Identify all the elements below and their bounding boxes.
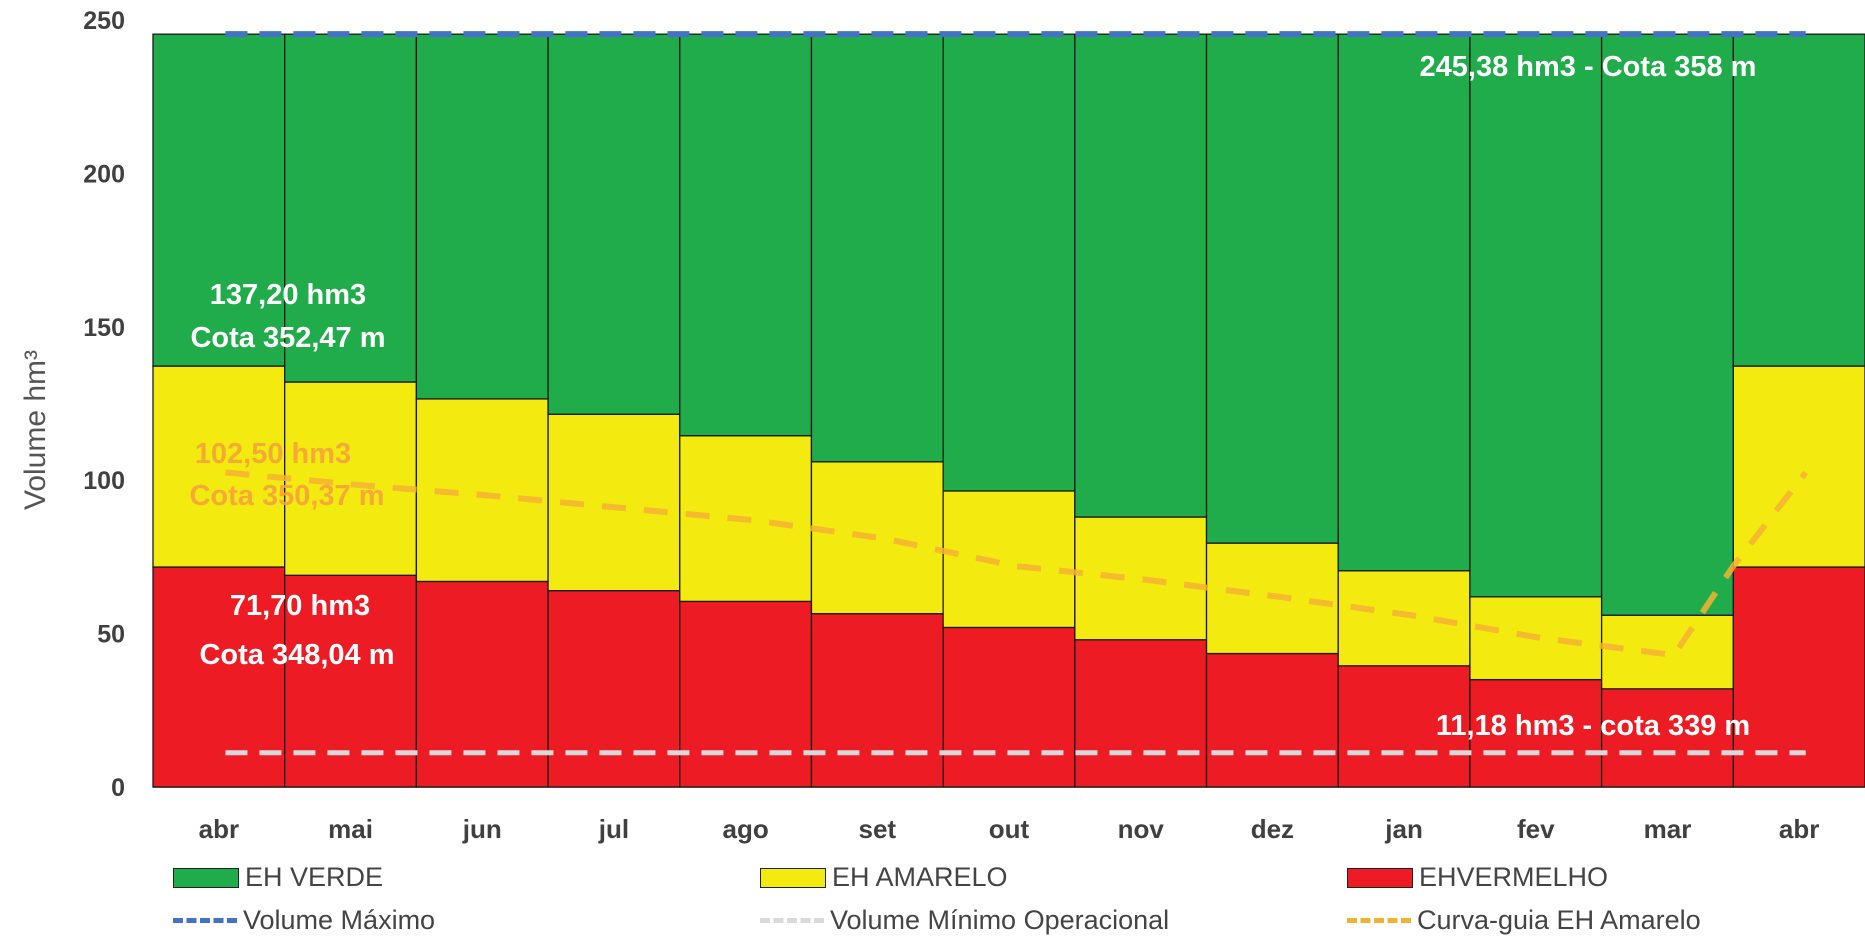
bar-eh-amarelo-11 xyxy=(1600,614,1734,690)
legend-label-amarelo: EH AMARELO xyxy=(832,862,1008,892)
bar-eh-verde-11 xyxy=(1600,33,1734,616)
bar-eh-verde-3 xyxy=(547,33,681,415)
bar-eh-verde-2 xyxy=(415,33,549,400)
annotation-yellow-1: 102,50 hm3 xyxy=(195,438,351,470)
annotation-max: 245,38 hm3 - Cota 358 m xyxy=(1420,51,1757,83)
legend-swatch-red xyxy=(1347,867,1413,888)
bars-group xyxy=(152,33,1865,788)
bar-ehvermelho-11 xyxy=(1600,688,1734,788)
x-ticks-group: abr mai jun jul ago set out nov dez jan fev mar abr xyxy=(199,814,1820,844)
x-tick-fev-10: fev xyxy=(1517,814,1555,844)
bar-eh-amarelo-9 xyxy=(1337,570,1471,667)
legend-item-volume-minimo: Volume Mínimo Operacional xyxy=(760,905,1169,936)
bar-eh-verde-8 xyxy=(1205,33,1339,544)
legend-item-verde: EH VERDE xyxy=(173,862,383,893)
bar-eh-verde-4 xyxy=(679,33,813,437)
legend-swatch-min-line xyxy=(760,918,824,923)
annotations-group: 245,38 hm3 - Cota 358 m 137,20 hm3 Cota … xyxy=(189,51,1756,742)
x-tick-mar-11: mar xyxy=(1644,814,1692,844)
legend-swatch-guide-line xyxy=(1347,918,1411,923)
bar-ehvermelho-3 xyxy=(547,589,681,788)
legend-label-verde: EH VERDE xyxy=(245,862,384,892)
bar-eh-amarelo-6 xyxy=(942,490,1076,629)
annotation-red-2: Cota 348,04 m xyxy=(199,639,394,671)
bar-eh-verde-5 xyxy=(810,33,944,463)
legend-swatch-green xyxy=(173,867,239,888)
annotation-yellow-2: Cota 350,37 m xyxy=(189,480,384,512)
x-tick-jan-9: jan xyxy=(1384,814,1423,844)
y-tick-150: 150 xyxy=(83,314,125,342)
bar-eh-verde-9 xyxy=(1337,33,1471,572)
bar-eh-amarelo-7 xyxy=(1074,516,1208,641)
bar-ehvermelho-4 xyxy=(679,600,813,788)
legend-item-volume-maximo: Volume Máximo xyxy=(173,905,435,936)
bar-eh-verde-7 xyxy=(1074,33,1208,518)
legend-item-amarelo: EH AMARELO xyxy=(760,862,1008,893)
bar-ehvermelho-1 xyxy=(284,574,418,788)
x-tick-ago-4: ago xyxy=(722,814,768,844)
bar-eh-verde-6 xyxy=(942,33,1076,492)
legend-swatch-max-line xyxy=(173,918,237,923)
legend-label-curva-guia: Curva-guia EH Amarelo xyxy=(1417,905,1701,935)
x-tick-mai-1: mai xyxy=(328,814,373,844)
y-tick-200: 200 xyxy=(83,160,125,188)
x-tick-set-5: set xyxy=(859,814,897,844)
y-tick-250: 250 xyxy=(83,7,125,35)
legend: EH VERDE EH AMARELO EHVERMELHO Volume Má… xyxy=(0,850,1865,940)
y-tick-0: 0 xyxy=(111,774,125,802)
x-tick-jun-2: jun xyxy=(462,814,502,844)
legend-swatch-yellow xyxy=(760,867,826,888)
bar-ehvermelho-9 xyxy=(1337,665,1471,788)
legend-label-volume-maximo: Volume Máximo xyxy=(243,905,436,935)
bar-eh-amarelo-5 xyxy=(810,461,944,615)
bar-ehvermelho-6 xyxy=(942,626,1076,788)
line-curva-guia xyxy=(225,469,1809,659)
bar-ehvermelho-2 xyxy=(415,580,549,788)
annotation-red-1: 71,70 hm3 xyxy=(230,590,370,622)
x-tick-abr-12: abr xyxy=(1779,814,1819,844)
annotation-green-2: Cota 352,47 m xyxy=(190,322,385,354)
y-axis-label: Volume hm³ xyxy=(19,350,52,510)
bar-eh-amarelo-0 xyxy=(152,365,286,568)
bar-eh-amarelo-12 xyxy=(1732,365,1865,568)
bar-eh-amarelo-1 xyxy=(284,381,418,576)
legend-item-curva-guia: Curva-guia EH Amarelo xyxy=(1347,905,1701,936)
annotation-min: 11,18 hm3 - cota 339 m xyxy=(1436,710,1750,742)
annotation-green-1: 137,20 hm3 xyxy=(210,279,366,311)
reference-lines-group xyxy=(225,31,1809,756)
legend-label-volume-minimo: Volume Mínimo Operacional xyxy=(830,905,1170,935)
x-tick-jul-3: jul xyxy=(598,814,629,844)
bar-eh-verde-10 xyxy=(1469,33,1603,598)
x-tick-out-6: out xyxy=(989,814,1030,844)
legend-label-vermelho: EHVERMELHO xyxy=(1419,862,1609,892)
x-tick-abr-0: abr xyxy=(199,814,239,844)
bar-eh-verde-12 xyxy=(1732,33,1865,367)
bar-ehvermelho-5 xyxy=(810,613,944,788)
y-ticks-group: 0 50 100 150 200 250 xyxy=(83,7,125,802)
x-tick-nov-7: nov xyxy=(1118,814,1165,844)
legend-item-vermelho: EHVERMELHO xyxy=(1347,862,1608,893)
bar-ehvermelho-7 xyxy=(1074,639,1208,788)
bar-eh-verde-0 xyxy=(152,33,286,367)
bar-ehvermelho-8 xyxy=(1205,652,1339,788)
x-tick-dez-8: dez xyxy=(1251,814,1294,844)
bar-ehvermelho-10 xyxy=(1469,678,1603,788)
y-tick-100: 100 xyxy=(83,467,125,495)
y-tick-50: 50 xyxy=(97,621,125,649)
